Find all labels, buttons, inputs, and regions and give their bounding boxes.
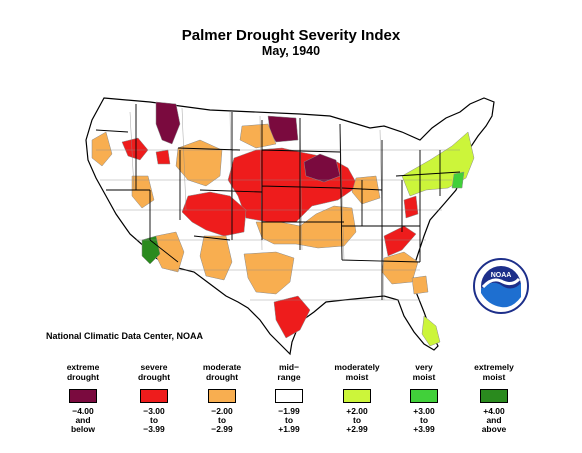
region-new-jersey-very-moist	[451, 171, 465, 189]
region-texas-moderate	[243, 251, 295, 295]
noaa-logo-text: NOAA	[491, 272, 512, 279]
region-plains-moderate-1	[175, 139, 223, 187]
region-ohio-moderate	[351, 175, 381, 205]
region-georgia-moderate	[411, 275, 429, 295]
region-iowa-extreme	[303, 153, 341, 183]
region-pacific-moderate	[91, 131, 113, 167]
map-subtitle: May, 1940	[261, 44, 321, 58]
region-colorado-severe	[181, 191, 247, 237]
map-title: Palmer Drought Severity Index	[181, 27, 401, 44]
region-nevada-extremely-moist	[141, 235, 161, 265]
region-northwest-severe	[121, 137, 149, 161]
region-new-mexico-moderate	[199, 235, 233, 281]
region-montana-extreme	[155, 101, 181, 145]
credit-text: National Climatic Data Center, NOAA	[46, 331, 204, 341]
region-tennessee-severe	[383, 225, 417, 257]
region-west-virginia-severe	[403, 195, 419, 219]
noaa-logo: NOAA	[473, 258, 529, 314]
region-florida-moist	[421, 315, 441, 347]
region-texas-severe	[273, 295, 311, 339]
region-idaho-severe	[155, 149, 171, 165]
region-great-basin-moderate	[131, 175, 155, 209]
region-dakota-moderate	[239, 123, 277, 149]
state-borders	[95, 104, 461, 300]
